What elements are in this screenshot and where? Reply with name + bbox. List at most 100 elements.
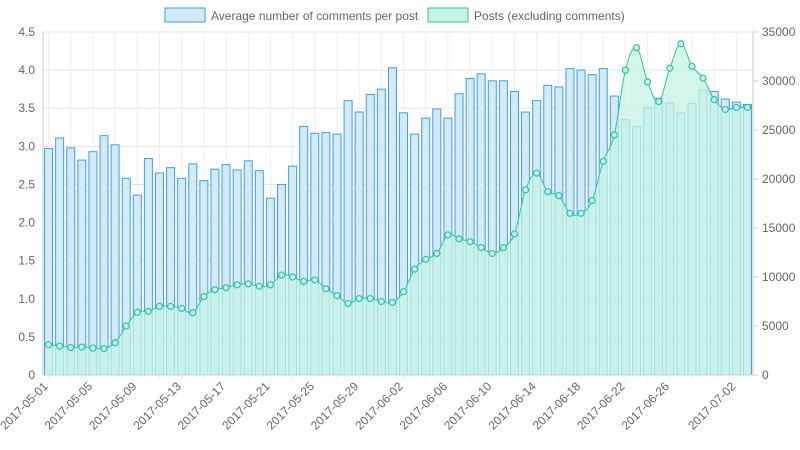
legend-swatch-posts [427, 7, 469, 23]
area-point [699, 74, 707, 82]
area-point [311, 276, 319, 284]
area-point [488, 249, 496, 258]
area-point [433, 249, 441, 258]
area-point [588, 196, 596, 205]
y-left-tick-label: 3.5 [18, 101, 35, 115]
area-point [200, 293, 208, 301]
area-point [56, 342, 64, 350]
y-left-tick-label: 1.0 [18, 292, 35, 306]
area-point [255, 282, 263, 290]
area-point [666, 64, 674, 72]
x-tick-label: 2017-07-02 [685, 379, 739, 433]
area-point [544, 188, 552, 196]
y-left-tick-label: 0 [28, 368, 35, 382]
y-right-tick-label: 0 [762, 368, 769, 382]
area-point [266, 281, 275, 289]
area-fill [48, 43, 748, 376]
area-point [333, 292, 341, 300]
area-point [510, 230, 519, 238]
bar [77, 159, 87, 376]
bar [88, 151, 98, 376]
area-point [466, 238, 474, 246]
area-point [289, 273, 297, 281]
bar [66, 147, 76, 376]
area-point [477, 244, 485, 252]
area-point [67, 343, 75, 352]
y-left-tick-label: 3.0 [18, 139, 35, 153]
area-point [621, 66, 630, 74]
legend-label-comments: Average number of comments per post [211, 9, 419, 23]
y-left-tick-label: 4.0 [18, 63, 35, 77]
area-point [366, 294, 374, 303]
area-point [388, 298, 397, 307]
area-point [455, 235, 463, 243]
y-left-tick-label: 1.5 [18, 254, 35, 268]
y-right-tick-label: 25000 [762, 123, 796, 137]
area-point [89, 344, 97, 352]
area-point [244, 280, 252, 288]
area-point [732, 103, 740, 112]
legend[interactable]: Average number of comments per post Post… [164, 7, 625, 23]
area-point [499, 244, 507, 252]
y-right-tick-label: 15000 [762, 221, 796, 235]
bar [99, 135, 109, 376]
area-point [211, 286, 219, 294]
area-series [44, 40, 752, 376]
area-point [399, 288, 408, 296]
area-point [710, 96, 718, 104]
area-point [677, 40, 685, 48]
area-point [122, 322, 130, 330]
area-point [377, 297, 385, 306]
area-point [422, 255, 430, 263]
area-point [566, 209, 574, 217]
area-point [355, 294, 363, 303]
legend-swatch-comments [164, 7, 206, 23]
area-point [178, 304, 186, 312]
area-point [344, 299, 352, 308]
y-right-tick-label: 30000 [762, 74, 796, 88]
area-point [155, 302, 164, 310]
y-right-tick-label: 10000 [762, 270, 796, 284]
area-point [133, 308, 141, 316]
x-tick-label: 2017-06-26 [619, 379, 673, 433]
area-point [599, 157, 607, 165]
area-point [444, 231, 452, 239]
area-point [644, 78, 652, 86]
area-line [48, 43, 748, 350]
area-point [533, 169, 541, 177]
area-point [688, 62, 696, 70]
y-left-tick-label: 4.5 [18, 25, 35, 39]
y-right-tick-label: 20000 [762, 172, 796, 186]
area-point [577, 209, 585, 217]
area-point [166, 302, 175, 310]
area-point [632, 44, 641, 52]
y-left-tick-label: 2.0 [18, 216, 35, 230]
area-point [44, 341, 53, 349]
area-point [144, 307, 152, 315]
area-point [411, 265, 419, 273]
legend-item-comments[interactable]: Average number of comments per post [164, 7, 419, 23]
area-point [322, 285, 330, 293]
area-point [189, 309, 197, 317]
legend-label-posts: Posts (excluding comments) [474, 9, 625, 23]
area-point [100, 344, 108, 353]
area-point [111, 339, 119, 347]
legend-item-posts[interactable]: Posts (excluding comments) [427, 7, 625, 23]
area-point [300, 277, 308, 286]
area-point [233, 281, 241, 289]
area-point [610, 131, 618, 139]
area-point [555, 192, 563, 200]
y-right-tick-label: 5000 [762, 319, 789, 333]
area-point [277, 271, 286, 279]
y-left-tick-label: 2.5 [18, 177, 35, 191]
area-point [222, 284, 230, 292]
area-point [78, 343, 86, 351]
bar [55, 137, 65, 376]
area-point [655, 97, 663, 106]
y-left-tick-label: 0.5 [18, 330, 35, 344]
area-point [721, 105, 729, 114]
area-point [743, 103, 752, 112]
area-point [521, 186, 530, 194]
y-right-tick-label: 35000 [762, 25, 796, 39]
